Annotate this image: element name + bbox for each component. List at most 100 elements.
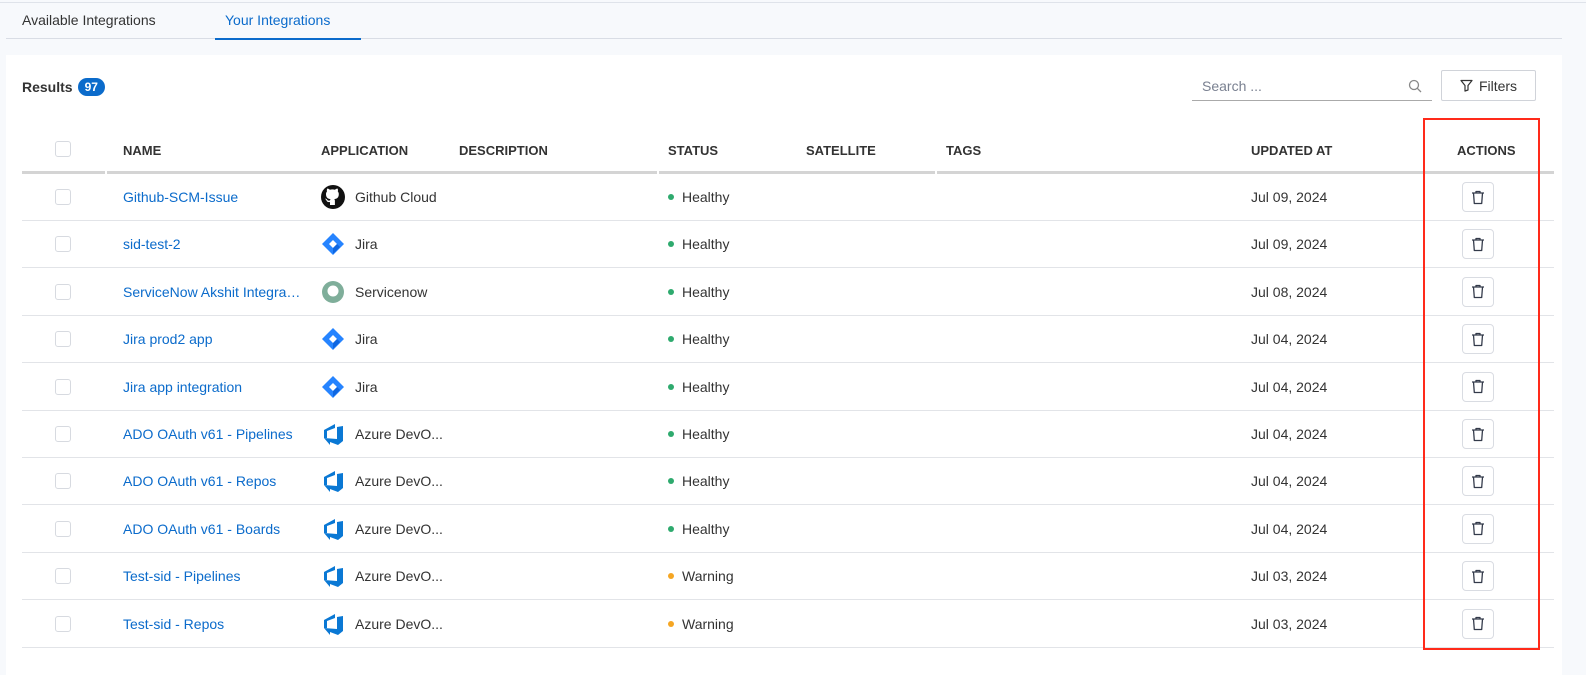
trash-icon [1471,474,1485,489]
header-divider [22,171,105,174]
status-text: Warning [682,615,734,632]
row-checkbox[interactable] [55,283,71,300]
delete-button[interactable] [1462,608,1494,639]
trash-icon [1471,379,1485,394]
jira-icon [321,232,345,256]
status-dot-icon [668,383,674,390]
trash-icon [1471,190,1485,205]
table-row: ADO OAuth v61 - Repos Azure DevO... Heal… [22,458,1554,506]
search-icon [1408,79,1422,92]
status-text: Healthy [682,520,730,537]
github-icon [321,185,345,209]
status-dot-icon [668,288,674,295]
integration-name-link[interactable]: Test-sid - Repos [123,615,225,632]
status-text: Healthy [682,378,730,395]
integrations-card: Results 97 Filters NAME APPLICATION DESC… [6,55,1562,675]
updated-at: Jul 04, 2024 [1251,473,1328,490]
status-text: Healthy [682,236,730,253]
application-name: Servicenow [355,283,428,300]
row-checkbox[interactable] [55,568,71,585]
select-all-checkbox[interactable] [55,141,71,157]
table-row: ADO OAuth v61 - Pipelines Azure DevO... … [22,411,1554,458]
status-text: Healthy [682,331,730,348]
status-text: Healthy [682,283,730,300]
application-name: Jira [355,236,378,253]
column-header-name[interactable]: NAME [123,143,162,158]
integration-name-link[interactable]: ADO OAuth v61 - Repos [123,473,277,490]
row-checkbox[interactable] [55,473,71,490]
row-checkbox[interactable] [55,378,71,395]
updated-at: Jul 04, 2024 [1251,520,1328,537]
status-dot-icon [668,336,674,343]
column-header-application[interactable]: APPLICATION [321,143,409,158]
row-checkbox[interactable] [55,236,71,253]
table-row: Test-sid - Pipelines Azure DevO... Warni… [22,553,1554,601]
filter-icon [1460,79,1473,92]
updated-at: Jul 03, 2024 [1251,568,1328,585]
azure-icon [321,564,345,588]
status-text: Healthy [682,189,730,205]
integration-name-link[interactable]: Jira prod2 app [123,331,213,348]
column-header-tags: TAGS [946,143,982,158]
integration-name-link[interactable]: ADO OAuth v61 - Boards [123,520,281,537]
status-dot-icon [668,573,674,580]
application-name: Azure DevO... [355,615,443,632]
results-badge: 97 [77,78,105,96]
application-name: Jira [355,331,378,348]
delete-button[interactable] [1462,513,1494,544]
column-header-updated-at[interactable]: UPDATED AT [1251,143,1333,158]
tab-your-integrations[interactable]: Your Integrations [225,12,331,28]
integration-name-link[interactable]: ADO OAuth v61 - Pipelines [123,426,293,442]
column-header-description: DESCRIPTION [459,143,548,158]
integration-name-link[interactable]: ServiceNow Akshit Integration [123,283,303,300]
header-divider [107,171,657,174]
delete-button[interactable] [1462,466,1494,497]
application-cell: Github Cloud [321,185,437,209]
status-dot-icon [668,620,674,627]
delete-button[interactable] [1462,324,1494,355]
integration-name-link[interactable]: sid-test-2 [123,236,181,253]
application-cell: Azure DevO... [321,564,443,588]
row-checkbox[interactable] [55,426,71,442]
azure-icon [321,469,345,493]
delete-button[interactable] [1462,371,1494,402]
delete-button[interactable] [1462,182,1494,212]
integration-name-link[interactable]: Test-sid - Pipelines [123,568,241,585]
integration-name-link[interactable]: Github-SCM-Issue [123,189,239,205]
row-checkbox[interactable] [55,189,71,205]
trash-icon [1471,284,1485,299]
application-cell: Servicenow [321,280,427,304]
application-cell: Jira [321,375,378,399]
row-checkbox[interactable] [55,331,71,348]
status-cell: Healthy [668,426,729,442]
delete-button[interactable] [1462,229,1494,260]
delete-button[interactable] [1462,276,1494,307]
application-name: Azure DevO... [355,520,443,537]
trash-icon [1471,569,1485,584]
application-cell: Azure DevO... [321,517,443,541]
row-checkbox[interactable] [55,615,71,632]
integration-name-link[interactable]: Jira app integration [123,378,243,395]
delete-button[interactable] [1462,419,1494,449]
application-name: Github Cloud [355,189,437,205]
tab-available-integrations[interactable]: Available Integrations [22,12,156,28]
search-input[interactable] [1202,77,1408,94]
filters-button[interactable]: Filters [1441,70,1536,101]
application-name: Jira [355,378,378,395]
column-header-satellite: SATELLITE [806,143,876,158]
application-cell: Azure DevO... [321,469,443,493]
status-dot-icon [668,194,674,200]
delete-button[interactable] [1462,561,1494,592]
trash-icon [1471,521,1485,536]
status-text: Healthy [682,426,730,442]
table-row: Github-SCM-Issue Github Cloud Healthy Ju… [22,174,1554,221]
trash-icon [1471,616,1485,631]
row-checkbox[interactable] [55,520,71,537]
azure-icon [321,422,345,446]
column-header-status[interactable]: STATUS [668,143,719,158]
status-cell: Healthy [668,331,729,347]
table-row: sid-test-2 Jira Healthy Jul 09, 2024 [22,221,1554,269]
updated-at: Jul 04, 2024 [1251,378,1328,395]
application-name: Azure DevO... [355,473,443,490]
trash-icon [1471,332,1485,347]
